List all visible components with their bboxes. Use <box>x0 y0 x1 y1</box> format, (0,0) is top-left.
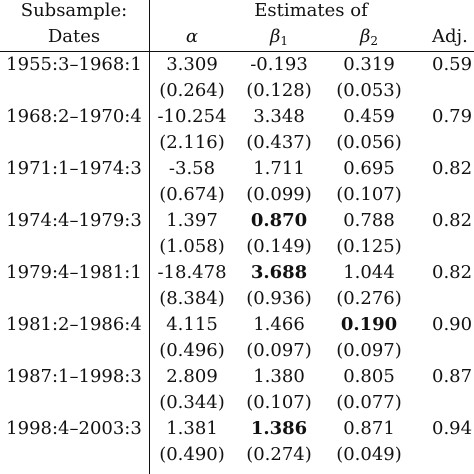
adj-r2: 0.82 <box>432 262 473 283</box>
alpha-estimate: -18.478 <box>157 262 227 283</box>
row-date: 1981:2–1986:4 <box>6 314 142 335</box>
row-date: 1968:2–1970:4 <box>6 106 142 127</box>
adj-r2: 0.90 <box>432 314 473 335</box>
adj-r2: 0.59 <box>432 54 473 75</box>
beta1-estimate: 1.386 <box>250 418 308 439</box>
row-date: 1955:3–1968:1 <box>6 54 142 75</box>
row-date: 1979:4–1981:1 <box>6 262 142 283</box>
beta2-estimate: 0.459 <box>343 106 395 127</box>
beta1-se: (0.936) <box>246 288 312 309</box>
beta2-se: (0.097) <box>336 340 402 361</box>
header-estimates-label: Estimates of <box>254 0 368 21</box>
beta1-se: (0.149) <box>246 236 312 257</box>
adj-r2: 0.87 <box>432 366 473 387</box>
alpha-estimate: 2.809 <box>166 366 218 387</box>
beta2-estimate: 0.805 <box>343 366 395 387</box>
beta1-se: (0.097) <box>246 340 312 361</box>
beta1-se: (0.128) <box>246 80 312 101</box>
beta2-se: (0.107) <box>336 184 402 205</box>
beta2-se: (0.056) <box>336 132 402 153</box>
header-alpha: α <box>185 26 199 47</box>
beta2-estimate: 0.319 <box>343 54 395 75</box>
header-subsample-label: Subsample: <box>20 0 128 21</box>
beta1-se: (0.274) <box>246 444 312 465</box>
column-divider <box>149 0 150 474</box>
beta1-estimate: 3.348 <box>253 106 305 127</box>
beta2-estimate: 1.044 <box>343 262 395 283</box>
beta1-estimate: 1.466 <box>253 314 305 335</box>
row-date: 1987:1–1998:3 <box>6 366 142 387</box>
beta2-se: (0.125) <box>336 236 402 257</box>
beta1-se: (0.107) <box>246 392 312 413</box>
alpha-estimate: 3.309 <box>166 54 218 75</box>
alpha-estimate: 1.381 <box>166 418 218 439</box>
beta1-se: (0.099) <box>246 184 312 205</box>
header-beta1: β1 <box>269 26 289 48</box>
row-date: 1974:4–1979:3 <box>6 210 142 231</box>
alpha-se: (0.344) <box>159 392 225 413</box>
alpha-se: (0.674) <box>159 184 225 205</box>
alpha-estimate: 1.397 <box>166 210 218 231</box>
alpha-se: (2.116) <box>159 132 225 153</box>
header-beta2: β2 <box>359 26 379 48</box>
beta1-se: (0.437) <box>246 132 312 153</box>
adj-r2: 0.94 <box>432 418 473 439</box>
alpha-estimate: -3.58 <box>168 158 216 179</box>
alpha-se: (1.058) <box>159 236 225 257</box>
adj-r2: 0.79 <box>432 106 473 127</box>
header-adj: Adj. <box>432 26 468 47</box>
beta2-se: (0.077) <box>336 392 402 413</box>
alpha-se: (8.384) <box>159 288 225 309</box>
beta1-estimate: -0.193 <box>250 54 308 75</box>
beta2-se: (0.053) <box>336 80 402 101</box>
alpha-estimate: 4.115 <box>166 314 218 335</box>
alpha-se: (0.264) <box>159 80 225 101</box>
beta1-estimate: 1.711 <box>253 158 305 179</box>
beta2-estimate: 0.871 <box>343 418 395 439</box>
adj-r2: 0.82 <box>432 158 473 179</box>
alpha-se: (0.496) <box>159 340 225 361</box>
beta2-estimate: 0.788 <box>343 210 395 231</box>
alpha-se: (0.490) <box>159 444 225 465</box>
beta1-estimate: 1.380 <box>253 366 305 387</box>
beta2-se: (0.276) <box>336 288 402 309</box>
beta1-estimate: 3.688 <box>250 262 308 283</box>
beta2-estimate: 0.190 <box>340 314 398 335</box>
adj-r2: 0.82 <box>432 210 473 231</box>
row-date: 1998:4–2003:3 <box>6 418 142 439</box>
alpha-estimate: -10.254 <box>157 106 227 127</box>
row-date: 1971:1–1974:3 <box>6 158 142 179</box>
header-rule <box>0 51 474 52</box>
beta2-se: (0.049) <box>336 444 402 465</box>
beta1-estimate: 0.870 <box>250 210 308 231</box>
header-dates-label: Dates <box>47 26 101 47</box>
beta2-estimate: 0.695 <box>343 158 395 179</box>
